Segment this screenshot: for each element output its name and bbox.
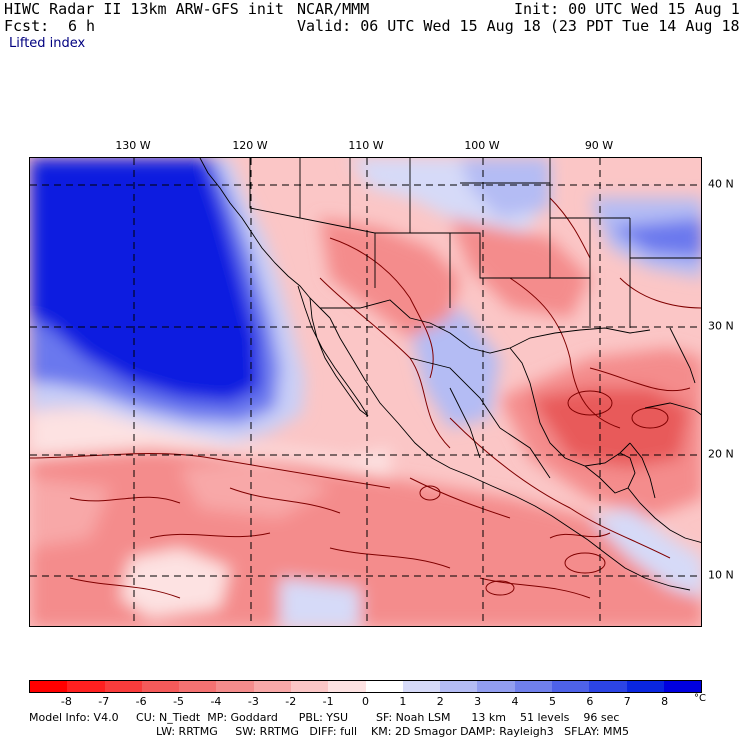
colorbar-swatch [290, 681, 329, 692]
colorbar-tick-label: 4 [511, 695, 519, 708]
init-time: Init: 00 UTC Wed 15 Aug 18 [514, 0, 740, 18]
lifted-index-map [29, 157, 702, 627]
lon-label-100w: 100 W [464, 139, 500, 152]
colorbar-tick-label: -1 [322, 695, 334, 708]
colorbar-tick-label: 2 [436, 695, 444, 708]
colorbar-tick-label: 7 [623, 695, 631, 708]
field-shading [30, 158, 701, 626]
colorbar-swatch [30, 681, 68, 692]
lat-label-10n: 10 N [708, 568, 734, 582]
colorbar-tick-label: 8 [661, 695, 669, 708]
model-info-line1: Model Info: V4.0 CU: N_Tiedt MP: Goddard… [29, 711, 620, 724]
colorbar-tick-label: 6 [586, 695, 594, 708]
colorbar-tick-label: 1 [399, 695, 407, 708]
colorbar-tick-label: -8 [60, 695, 72, 708]
model-info-line2: LW: RRTMG SW: RRTMG DIFF: full KM: 2D Sm… [156, 725, 629, 738]
colorbar-tick-label: -7 [98, 695, 110, 708]
colorbar-swatch [216, 681, 254, 692]
forecast-hour: 6 h [68, 17, 96, 35]
colorbar-tick-label: 3 [474, 695, 482, 708]
colorbar-swatch [663, 681, 702, 692]
colorbar-tick-label: -4 [210, 695, 222, 708]
colorbar-swatch [141, 681, 180, 692]
colorbar-swatch [104, 681, 142, 692]
lon-label-90w: 90 W [584, 139, 614, 152]
colorbar-swatch [589, 681, 627, 692]
map-canvas [30, 158, 701, 626]
colorbar-swatch [253, 681, 291, 692]
colorbar-swatch [626, 681, 664, 692]
forecast-label: Fcst: [4, 17, 50, 35]
colorbar-tick-label: -2 [285, 695, 297, 708]
colorbar-swatch [551, 681, 590, 692]
source-label: NCAR/MMM [297, 0, 370, 18]
valid-time: Valid: 06 UTC Wed 15 Aug 18 (23 PDT Tue … [297, 17, 740, 35]
lon-label-130w: 130 W [115, 139, 151, 152]
colorbar-tick-label: -5 [173, 695, 185, 708]
field-name: Lifted index [9, 36, 86, 51]
colorbar-swatch [365, 681, 403, 692]
colorbar-tick-label: 5 [548, 695, 556, 708]
colorbar-tick-label: -6 [135, 695, 147, 708]
colorbar [29, 680, 702, 693]
contour-lines [30, 197, 701, 599]
colorbar-swatch [402, 681, 441, 692]
colorbar-swatch [179, 681, 217, 692]
graticule [30, 158, 701, 626]
colorbar-swatch [67, 681, 105, 692]
model-title: HIWC Radar II 13km ARW-GFS init [4, 0, 284, 18]
colorbar-tick-label: 0 [362, 695, 369, 708]
colorbar-swatch [514, 681, 552, 692]
colorbar-swatch [477, 681, 515, 692]
lat-label-40n: 40 N [708, 177, 734, 191]
colorbar-tick-label: -3 [247, 695, 259, 708]
lat-label-20n: 20 N [708, 447, 734, 461]
colorbar-unit: °C [694, 693, 706, 704]
lon-label-110w: 110 W [348, 139, 384, 152]
colorbar-swatch [328, 681, 366, 692]
colorbar-swatch [440, 681, 478, 692]
lon-label-120w: 120 W [232, 139, 268, 152]
lat-label-30n: 30 N [708, 319, 734, 333]
